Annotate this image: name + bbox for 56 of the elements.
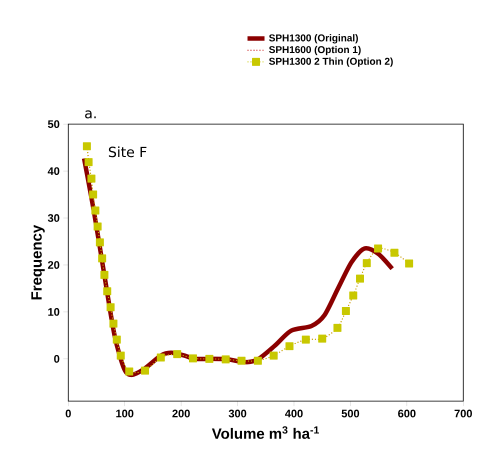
point: [84, 158, 93, 166]
point: [405, 260, 414, 268]
point: [254, 356, 262, 365]
point: [342, 306, 350, 315]
point: [356, 274, 364, 283]
point: [390, 248, 398, 257]
annotation: Site F: [108, 146, 146, 158]
point: [318, 334, 326, 343]
x-axis-title: Volume m$^{3}$ ha$^{-1}$: [212, 426, 319, 439]
text: a.: [85, 110, 96, 118]
legend-label: SPH1600 (Option 1): [269, 46, 361, 56]
y-tick-label: 50: [48, 120, 60, 128]
point: [205, 354, 214, 363]
point: [103, 287, 112, 296]
legend-label: SPH1300 2 Thin (Option 2): [269, 58, 393, 67]
point: [270, 352, 278, 360]
y-tick-label: 40: [48, 167, 60, 175]
point: [222, 355, 230, 364]
x-tick-label: 400: [285, 410, 303, 418]
point: [173, 350, 182, 358]
y-tick-label: 30: [48, 214, 60, 222]
point: [362, 259, 371, 268]
point: [94, 222, 102, 230]
x-tick-label: 200: [172, 410, 190, 418]
x-tick-label: 600: [398, 410, 416, 418]
y-axis-title: Frequency: [31, 224, 45, 300]
point: [238, 356, 246, 365]
point: [106, 303, 115, 312]
x-tick-label: 0: [66, 410, 71, 418]
point: [96, 238, 104, 246]
point: [100, 270, 108, 279]
x-tick-label: 300: [228, 410, 246, 418]
point: [82, 142, 91, 150]
point: [302, 336, 310, 344]
point: [349, 291, 358, 300]
point: [116, 352, 125, 360]
point: [91, 206, 100, 215]
point: [98, 254, 106, 262]
point: [89, 190, 98, 199]
point: [156, 353, 165, 362]
point: [333, 324, 342, 332]
x-tick-label: 500: [342, 410, 360, 418]
point: [141, 366, 150, 375]
point: [109, 320, 118, 328]
point: [188, 354, 197, 362]
x-tick-label: 100: [116, 410, 134, 418]
y-tick-label: 10: [48, 308, 60, 316]
point: [285, 342, 294, 350]
x-tick-label: 700: [454, 410, 472, 418]
y-tick-label: 0: [54, 354, 60, 363]
point: [87, 174, 96, 183]
legend-label: SPH1300 (Original): [269, 34, 358, 44]
y-tick-label: 20: [48, 261, 60, 269]
point: [112, 336, 121, 344]
point: [374, 244, 382, 253]
point: [125, 368, 134, 376]
